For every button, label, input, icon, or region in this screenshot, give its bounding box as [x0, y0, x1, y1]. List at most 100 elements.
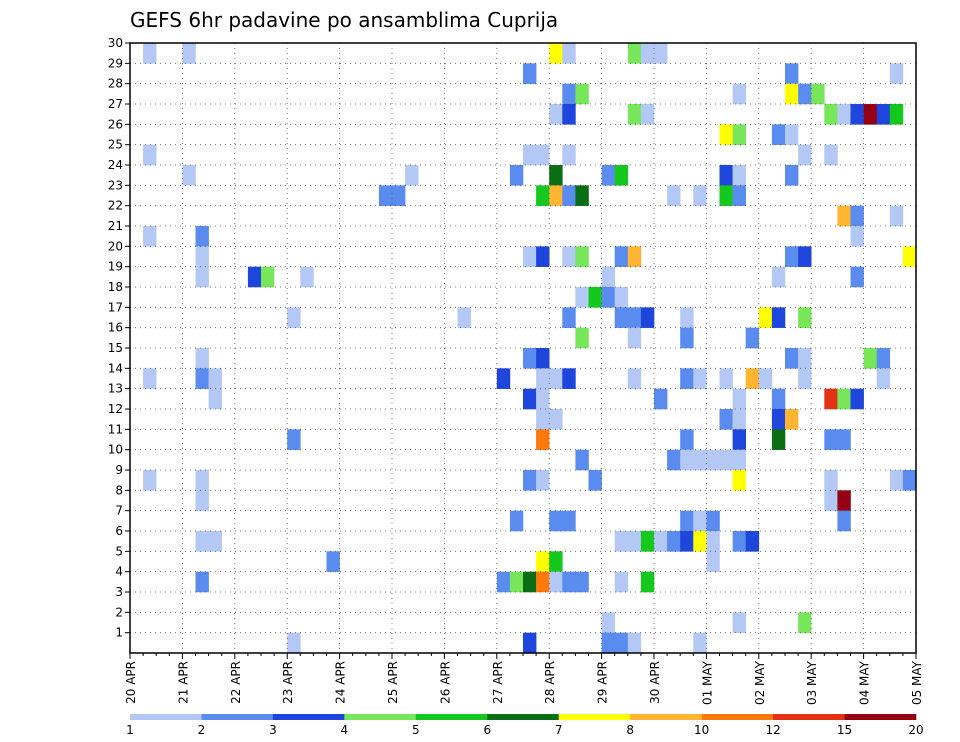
data-cell [719, 368, 733, 389]
data-cell [745, 368, 760, 389]
legend-label: 5 [412, 723, 420, 737]
legend-swatch [773, 714, 845, 720]
data-cell [824, 470, 838, 491]
data-cell [667, 531, 681, 552]
data-cell [195, 266, 209, 288]
data-cell [876, 104, 891, 125]
data-cell [287, 307, 301, 328]
legend-label: 7 [555, 723, 563, 737]
data-cell [785, 63, 799, 84]
data-cell [523, 144, 537, 166]
legend-swatch [201, 714, 274, 720]
chart-title: GEFS 6hr padavine po ansamblima Cuprija [130, 8, 558, 32]
data-cell [195, 470, 209, 491]
data-cell [837, 104, 851, 125]
data-cell [680, 368, 694, 389]
data-cell [758, 307, 773, 328]
legend-label: 2 [198, 723, 206, 737]
color-legend: 1 2 3 4 5 6 7 8 10 12 15 20 [126, 714, 924, 737]
data-cell [719, 165, 733, 186]
y-tick-label: 8 [115, 483, 123, 497]
data-cell [876, 368, 891, 389]
y-tick-label: 26 [108, 117, 123, 131]
data-cell [732, 185, 746, 206]
data-cell [549, 104, 563, 125]
data-cell [640, 531, 655, 552]
data-cell [706, 531, 720, 552]
data-cell [732, 612, 746, 633]
data-cell [562, 246, 576, 267]
data-cell [798, 612, 812, 633]
y-tick-label: 29 [108, 56, 123, 70]
y-tick-label: 24 [108, 158, 123, 172]
data-cell [562, 144, 576, 166]
data-cell [575, 287, 589, 308]
data-cell [732, 409, 746, 430]
y-tick-label: 23 [108, 178, 123, 192]
data-cell [549, 185, 563, 206]
data-cell [627, 104, 642, 125]
y-tick-label: 20 [108, 239, 123, 253]
x-tick-label: 02 MAY [753, 660, 767, 705]
data-cell [208, 368, 222, 389]
data-cell [837, 205, 851, 227]
data-cell [785, 165, 799, 186]
data-cell [182, 165, 196, 186]
data-cell [549, 368, 563, 389]
x-tick-label: 25 APR [386, 661, 400, 704]
data-cell [536, 429, 550, 450]
data-cell [719, 185, 733, 206]
data-cell [614, 307, 629, 328]
data-cell [837, 510, 851, 532]
data-cell [536, 388, 550, 410]
data-cell [719, 449, 733, 471]
data-cell [798, 368, 812, 389]
y-tick-label: 17 [108, 300, 123, 314]
data-cell [732, 470, 746, 491]
data-cell [654, 531, 668, 552]
legend-swatch [344, 714, 417, 720]
data-cell [902, 246, 917, 267]
y-tick-label: 30 [108, 36, 123, 50]
data-cell [549, 571, 563, 593]
legend-label: 4 [341, 723, 349, 737]
data-cell [640, 104, 655, 125]
data-cell [575, 83, 589, 105]
data-cell [771, 429, 786, 450]
y-tick-label: 12 [108, 402, 123, 416]
data-cell [536, 409, 550, 430]
data-cell [732, 429, 746, 450]
data-cell [771, 266, 786, 288]
data-cell [745, 327, 760, 349]
data-cell [549, 551, 563, 572]
data-cell [509, 571, 524, 593]
y-tick-label: 14 [108, 361, 123, 375]
data-cell [195, 368, 209, 389]
data-cell [889, 104, 904, 125]
data-cell [523, 388, 537, 410]
x-tick-label: 04 MAY [858, 660, 872, 705]
data-cell [562, 104, 576, 125]
data-cell [798, 307, 812, 328]
data-cell [143, 470, 157, 491]
data-cell [523, 470, 537, 491]
data-cell [392, 185, 406, 206]
data-cell [601, 612, 615, 633]
data-cell [182, 43, 196, 64]
data-cell [706, 510, 720, 532]
legend-swatch [487, 714, 560, 720]
data-cell [457, 307, 471, 328]
x-tick-label: 29 APR [596, 661, 610, 704]
data-cell [824, 490, 838, 511]
data-cell [627, 246, 642, 267]
data-cell [785, 124, 799, 145]
data-cell [824, 144, 838, 166]
data-cell [536, 551, 550, 572]
data-cell [798, 348, 812, 369]
data-cell [143, 43, 157, 64]
data-cell [195, 348, 209, 369]
data-cell [732, 124, 746, 145]
data-cell [575, 449, 589, 471]
data-cell [785, 83, 799, 105]
data-cell [680, 429, 694, 450]
